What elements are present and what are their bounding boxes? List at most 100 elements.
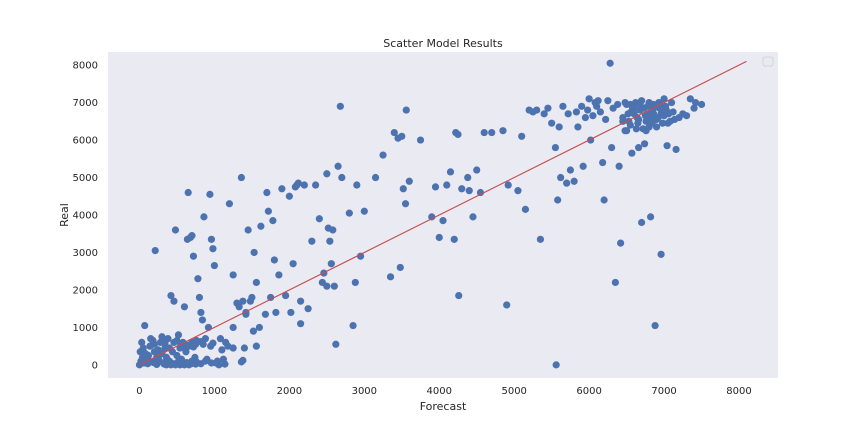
data-point [327,260,335,268]
data-point [554,196,562,204]
data-point [651,321,659,330]
x-tick-label: 7000 [651,386,676,397]
data-point [398,132,406,140]
data-point [221,360,229,368]
data-point [617,239,625,247]
data-point [294,179,302,187]
data-point [229,271,237,279]
data-point [167,291,175,300]
data-point [697,100,706,109]
data-point [686,95,694,103]
data-point [570,177,578,185]
data-point [663,142,671,150]
data-point [658,119,667,127]
data-point [638,218,646,227]
data-point [323,170,331,178]
data-point [585,95,593,103]
data-point [171,226,180,234]
data-point [349,321,357,330]
y-tick-label: 2000 [73,285,98,296]
data-point [239,356,247,364]
data-point [261,310,269,318]
data-point [503,301,511,309]
data-points [135,59,706,369]
y-tick-label: 7000 [73,98,98,109]
data-point [194,275,202,283]
data-point [197,308,205,317]
data-point [690,104,698,112]
data-point [332,340,340,348]
data-point [555,123,563,131]
data-point [351,278,359,287]
data-point [386,273,395,281]
data-point [244,226,252,234]
data-point [338,173,346,182]
data-point [206,190,214,198]
y-tick-label: 6000 [73,136,98,147]
data-point [627,108,635,116]
data-point [188,232,196,240]
data-point [215,361,223,369]
y-tick-label: 8000 [73,61,98,72]
data-point [435,233,443,242]
data-point [138,338,146,347]
data-point [334,162,342,170]
data-point [311,181,320,189]
data-point [315,215,323,223]
data-point [180,303,189,311]
data-point [198,316,207,324]
data-point [416,136,425,144]
data-point [201,357,210,365]
data-point [548,119,556,127]
data-point [619,113,627,122]
data-point [578,102,586,110]
data-point [189,343,198,351]
data-point [326,237,334,245]
data-point [189,252,198,260]
data-point [263,188,271,197]
data-point [304,305,312,313]
data-point [184,188,192,197]
y-axis-ticks: 0 1000 2000 3000 4000 5000 6000 7000 8000 [73,61,98,372]
data-point [443,181,451,189]
data-point [399,185,407,193]
data-point [210,261,219,270]
data-point [446,168,455,176]
data-point [608,143,616,152]
data-point [632,125,640,133]
data-point [579,162,587,170]
data-point [450,235,458,243]
data-point [269,217,277,225]
data-point [150,340,159,348]
data-point [600,196,608,204]
data-point [594,97,602,105]
data-point [270,256,278,264]
data-point [183,341,192,349]
data-point [672,145,680,154]
data-point [252,278,260,287]
data-point [308,237,316,245]
data-point [158,333,166,341]
data-point [593,102,601,110]
data-point [563,179,571,187]
data-point [584,106,592,114]
data-point [564,110,572,118]
data-point [345,209,353,217]
data-point [297,320,305,328]
data-point [604,97,612,105]
x-axis-ticks: 0 1000 2000 3000 4000 5000 6000 7000 8000 [136,386,751,397]
data-point [240,344,248,352]
data-point [225,200,234,208]
y-tick-label: 3000 [73,248,98,259]
data-point [551,143,560,152]
data-point [147,335,155,343]
data-point [596,108,604,116]
data-point [396,263,404,272]
data-point [237,173,246,182]
data-point [336,102,344,110]
data-point [207,359,216,367]
data-point [141,321,149,330]
data-point [635,115,643,124]
data-point [589,112,597,120]
data-point [428,213,436,221]
